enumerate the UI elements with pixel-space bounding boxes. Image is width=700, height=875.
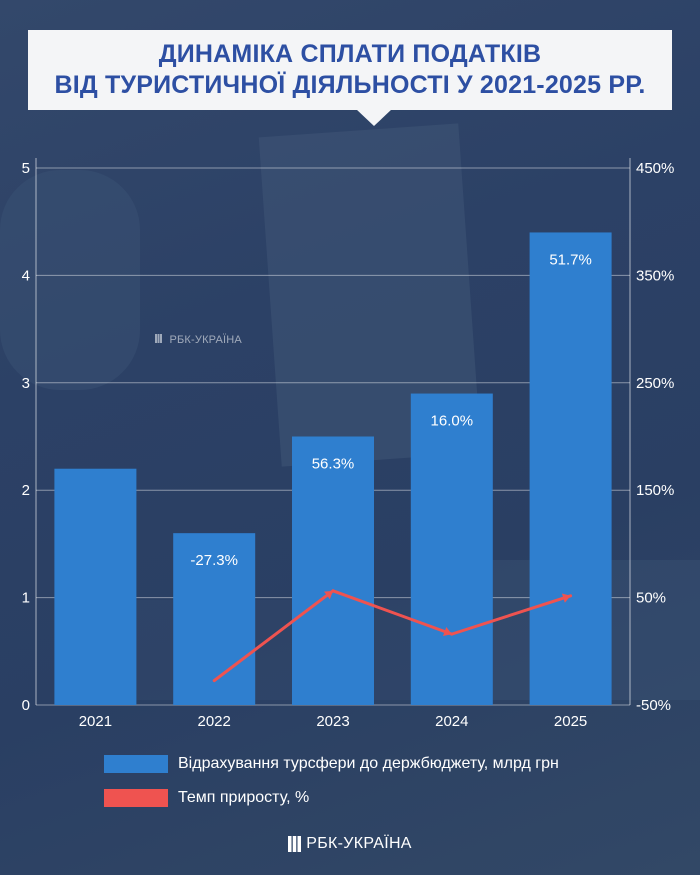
- chart: 0 1 2 3 4 5 -50% 50% 150% 250% 350% 450% 2021 2022 202…: [22, 160, 674, 730]
- footer-brand: РБК-УКРАЇНА: [306, 835, 412, 852]
- legend-label-bars: Відрахування турсфери до держбюджету, мл…: [178, 755, 559, 772]
- legend-swatch-bars: [104, 755, 168, 773]
- growth-line-point: [561, 593, 571, 603]
- growth-line-segment: [450, 594, 573, 636]
- legend: Відрахування турсфери до держбюджету, мл…: [104, 754, 559, 822]
- x-tick-label: 2021: [79, 713, 112, 730]
- growth-line-segment: [331, 589, 454, 636]
- growth-line-point: [324, 590, 333, 600]
- watermark-text: РБК-УКРАЇНА: [169, 334, 242, 346]
- y-left-tick-label: 3: [22, 375, 30, 392]
- y-left-tick-label: 4: [22, 267, 30, 284]
- growth-line-point: [443, 626, 452, 637]
- data-label: 56.3%: [312, 456, 355, 473]
- y-left-tick-label: 1: [22, 590, 30, 607]
- x-tick-label: 2025: [554, 713, 587, 730]
- legend-label-line: Темп приросту, %: [178, 789, 310, 806]
- bar: [54, 468, 137, 705]
- title-box: Динаміка сплати податків від туристичної…: [28, 30, 672, 126]
- y-right-tick-label: 150%: [636, 482, 674, 499]
- bar: [529, 232, 612, 705]
- y-left-tick-label: 2: [22, 482, 30, 499]
- bar: [173, 533, 256, 705]
- growth-line-segment: [212, 589, 335, 683]
- y-right-tick-label: 250%: [636, 375, 674, 392]
- y-right-tick-label: -50%: [636, 697, 671, 714]
- chart-title-line-1: Динаміка сплати податків: [158, 40, 542, 68]
- watermark: РБК-УКРАЇНА: [155, 330, 242, 348]
- data-label: 51.7%: [549, 251, 592, 268]
- x-tick-label: 2023: [316, 713, 349, 730]
- y-right-tick-label: 50%: [636, 590, 666, 607]
- bar: [410, 393, 493, 705]
- chart-title-line-2: від туристичної діяльності у 2021-2025 р…: [54, 71, 646, 99]
- legend-item-bars: Відрахування турсфери до держбюджету, мл…: [104, 754, 559, 774]
- y-left-tick-label: 0: [22, 697, 30, 714]
- y-right-tick-label: 350%: [636, 267, 674, 284]
- brand-icon: [155, 334, 162, 343]
- x-tick-label: 2024: [435, 713, 468, 730]
- legend-swatch-line: [104, 789, 168, 807]
- data-label: 16.0%: [431, 413, 474, 430]
- brand-logo-icon: [288, 836, 302, 852]
- data-label: -27.3%: [190, 552, 238, 569]
- bar: [292, 436, 374, 705]
- y-left-tick-label: 5: [22, 160, 30, 177]
- legend-item-line: Темп приросту, %: [104, 788, 559, 808]
- x-tick-label: 2022: [198, 713, 231, 730]
- y-right-tick-label: 450%: [636, 160, 674, 177]
- footer: РБК-УКРАЇНА: [0, 832, 700, 856]
